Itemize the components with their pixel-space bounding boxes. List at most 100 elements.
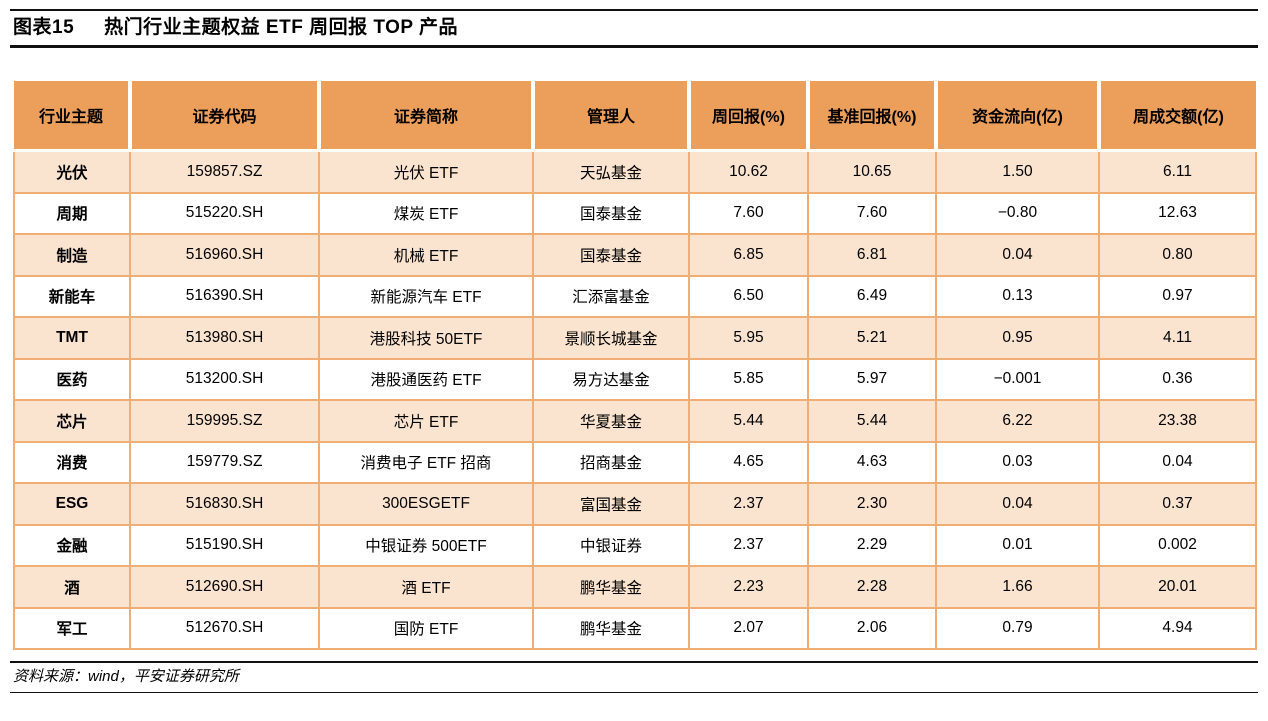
cell: 300ESGETF xyxy=(318,482,534,526)
source-top-rule xyxy=(10,661,1258,663)
figure-title: 图表15 热门行业主题权益 ETF 周回报 TOP 产品 xyxy=(13,16,1268,40)
cell: 富国基金 xyxy=(532,482,690,526)
cell: 5.97 xyxy=(807,357,937,401)
table-row: 新能车 516390.SH 新能源汽车 ETF 汇添富基金 6.50 6.49 0.13 0.… xyxy=(13,274,1257,318)
cell: 0.37 xyxy=(1098,482,1257,526)
cell: 159857.SZ xyxy=(129,149,320,194)
cell: 0.04 xyxy=(935,482,1100,526)
cell: 4.65 xyxy=(688,440,809,484)
cell: 0.80 xyxy=(1098,233,1257,277)
theme-cell: 芯片 xyxy=(13,399,131,443)
cell: 5.44 xyxy=(688,399,809,443)
header-row: 行业主题 证券代码 证券简称 管理人 周回报(%) 基准回报(%) 资金流向(亿) 周成交额(… xyxy=(14,81,1256,152)
cell: 景顺长城基金 xyxy=(532,316,690,360)
cell: 5.44 xyxy=(807,399,937,443)
cell: 0.01 xyxy=(935,523,1100,567)
table-row: 消费 159779.SZ 消费电子 ETF 招商 招商基金 4.65 4.63 0.03 0.… xyxy=(13,440,1257,484)
table-row: 周期 515220.SH 煤炭 ETF 国泰基金 7.60 7.60 −0.80 12.63 xyxy=(13,191,1257,235)
source-bottom-rule xyxy=(10,691,1258,693)
cell: 10.62 xyxy=(688,149,809,194)
cell: 513200.SH xyxy=(129,357,320,401)
table-row: 制造 516960.SH 机械 ETF 国泰基金 6.85 6.81 0.04 0.80 xyxy=(13,233,1257,277)
column-header: 证券简称 xyxy=(319,81,535,152)
cell: 20.01 xyxy=(1098,565,1257,609)
cell: 0.002 xyxy=(1098,523,1257,567)
column-header: 周回报(%) xyxy=(689,81,810,152)
table-row: 金融 515190.SH 中银证券 500ETF 中银证券 2.37 2.29 0.01 0.… xyxy=(13,523,1257,567)
theme-cell: 军工 xyxy=(13,606,131,650)
source-note: 资料来源：wind，平安证券研究所 xyxy=(13,667,239,685)
cell: 7.60 xyxy=(688,191,809,235)
cell: 516960.SH xyxy=(129,233,320,277)
cell: 6.22 xyxy=(935,399,1100,443)
column-header: 周成交额(亿) xyxy=(1099,81,1256,152)
theme-cell: 医药 xyxy=(13,357,131,401)
cell: 4.11 xyxy=(1098,316,1257,360)
title-rule xyxy=(10,45,1258,48)
cell: 国防 ETF xyxy=(318,606,534,650)
cell: 招商基金 xyxy=(532,440,690,484)
cell: 7.60 xyxy=(807,191,937,235)
cell: 516830.SH xyxy=(129,482,320,526)
cell: 5.85 xyxy=(688,357,809,401)
cell: 0.13 xyxy=(935,274,1100,318)
cell: 中银证券 xyxy=(532,523,690,567)
cell: 2.29 xyxy=(807,523,937,567)
cell: 2.37 xyxy=(688,523,809,567)
cell: 2.30 xyxy=(807,482,937,526)
column-header: 基准回报(%) xyxy=(808,81,938,152)
cell: 港股科技 50ETF xyxy=(318,316,534,360)
cell: 1.50 xyxy=(935,149,1100,194)
cell: 515190.SH xyxy=(129,523,320,567)
theme-cell: TMT xyxy=(13,316,131,360)
table-row: 光伏 159857.SZ 光伏 ETF 天弘基金 10.62 10.65 1.50 6.11 xyxy=(13,149,1257,194)
theme-cell: 光伏 xyxy=(13,149,131,194)
cell: 512690.SH xyxy=(129,565,320,609)
cell: −0.001 xyxy=(935,357,1100,401)
cell: 鹏华基金 xyxy=(532,606,690,650)
theme-cell: 制造 xyxy=(13,233,131,277)
theme-cell: 消费 xyxy=(13,440,131,484)
top-rule xyxy=(10,9,1258,11)
cell: 4.63 xyxy=(807,440,937,484)
cell: 光伏 ETF xyxy=(318,149,534,194)
cell: 516390.SH xyxy=(129,274,320,318)
cell: 6.85 xyxy=(688,233,809,277)
cell: 5.95 xyxy=(688,316,809,360)
cell: 0.04 xyxy=(1098,440,1257,484)
cell: 23.38 xyxy=(1098,399,1257,443)
cell: 0.36 xyxy=(1098,357,1257,401)
cell: 中银证券 500ETF xyxy=(318,523,534,567)
theme-cell: 酒 xyxy=(13,565,131,609)
column-header: 证券代码 xyxy=(130,81,321,152)
cell: 513980.SH xyxy=(129,316,320,360)
cell: 天弘基金 xyxy=(532,149,690,194)
figure-number: 图表15 xyxy=(13,17,75,38)
cell: 0.95 xyxy=(935,316,1100,360)
cell: 0.04 xyxy=(935,233,1100,277)
table-row: ESG 516830.SH 300ESGETF 富国基金 2.37 2.30 0.04 0.3… xyxy=(13,482,1257,526)
cell: 2.37 xyxy=(688,482,809,526)
cell: 国泰基金 xyxy=(532,191,690,235)
cell: 酒 ETF xyxy=(318,565,534,609)
cell: 159779.SZ xyxy=(129,440,320,484)
cell: 512670.SH xyxy=(129,606,320,650)
cell: 12.63 xyxy=(1098,191,1257,235)
cell: 6.49 xyxy=(807,274,937,318)
column-header: 管理人 xyxy=(533,81,691,152)
cell: 华夏基金 xyxy=(532,399,690,443)
cell: 2.28 xyxy=(807,565,937,609)
theme-cell: 新能车 xyxy=(13,274,131,318)
cell: 5.21 xyxy=(807,316,937,360)
column-header: 行业主题 xyxy=(14,81,132,152)
table-row: TMT 513980.SH 港股科技 50ETF 景顺长城基金 5.95 5.21 0.95… xyxy=(13,316,1257,360)
cell: 消费电子 ETF 招商 xyxy=(318,440,534,484)
cell: 港股通医药 ETF xyxy=(318,357,534,401)
etf-table: 行业主题 证券代码 证券简称 管理人 周回报(%) 基准回报(%) 资金流向(亿) 周成交额(… xyxy=(13,81,1257,650)
cell: 芯片 ETF xyxy=(318,399,534,443)
cell: 0.79 xyxy=(935,606,1100,650)
cell: 10.65 xyxy=(807,149,937,194)
cell: 4.94 xyxy=(1098,606,1257,650)
theme-cell: 周期 xyxy=(13,191,131,235)
